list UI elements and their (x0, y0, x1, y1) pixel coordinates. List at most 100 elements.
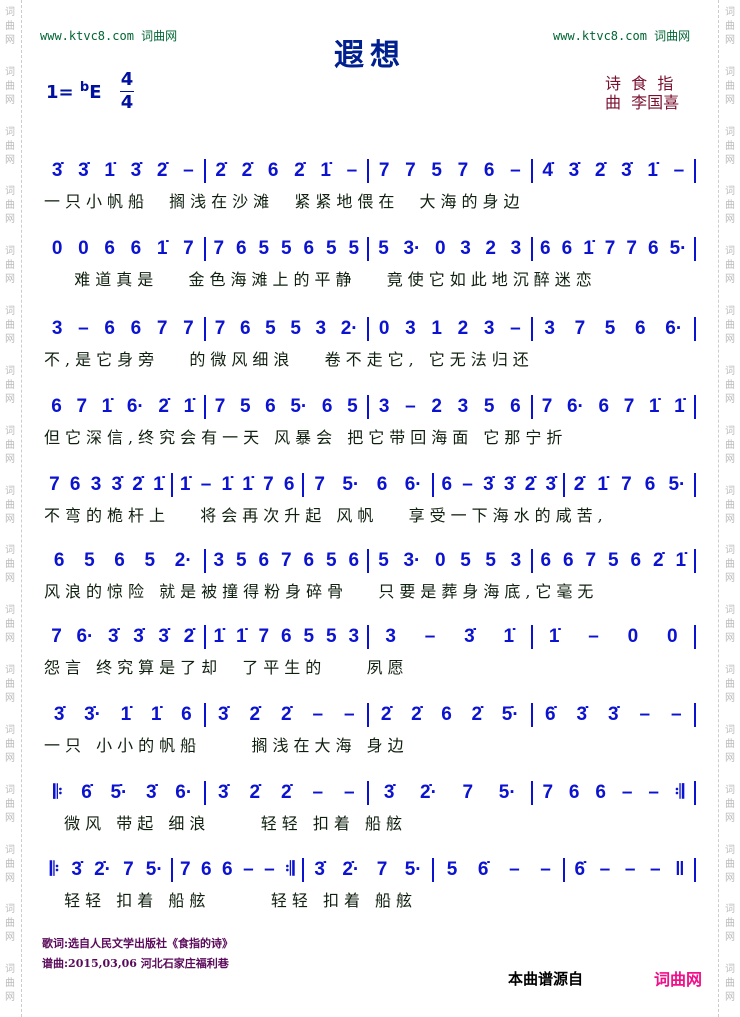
note: – (650, 859, 661, 880)
note: 1̇ (179, 474, 191, 495)
measure: 3̇ 2̇· 7 5· (306, 859, 431, 881)
note: 𝄇 (674, 782, 685, 803)
note: 6 (130, 238, 142, 259)
score-line: 3̇ 3̇ 1̇ 3̇ 2̇ –2̇ 2̇ 6 2̇ 1̇ –7 7 5 7 6–4̇ 3̇ 2̇ 3̇ 1̇ – 一只… (44, 158, 698, 212)
note: 3̇ (383, 782, 395, 803)
note: 6 (540, 550, 552, 571)
note: 3̇ (503, 474, 515, 495)
note: 3̇ (217, 782, 229, 803)
score-line: 3̇ 3̇· 1̇ 1̇ 6 3̇ 2̇ 2̇ – –2̇ 2̇ 6 2̇ 5̇· 6̇ 3̇ 3̇ – – 一只 小… (44, 702, 698, 756)
note: 5 (303, 626, 315, 647)
meter-bottom: 4 (120, 92, 134, 113)
note: 3̇ (78, 160, 89, 181)
measure: 0 0 6 6 1̇ 7 (44, 238, 202, 260)
note: 0 (435, 550, 446, 571)
note: – (639, 704, 651, 725)
margin-watermark: 词曲网 (5, 126, 15, 166)
note: 3̇ (568, 160, 580, 181)
watermark-right: www.ktvc8.com 词曲网 (553, 29, 691, 43)
score-line: 7 6 3 3̇ 2̇ 1̇ 1̇ –1̇ 1̇ 7 6 7 5· 6 6· 6–3̇ 3̇ 2̇ 3̇ 2̇ 1̇ 7 6… (44, 472, 698, 526)
measure: 7 6 3 3̇ 2̇ 1̇ (44, 474, 169, 496)
margin-watermark: 词曲网 (5, 246, 15, 286)
note: – (312, 782, 324, 803)
score-line: 6 5 6 5 2· 3 5 6 7 6 5 6 5 3· 0 5 5 3 6 6 7 5 6 2̇ 1̇ 风浪的惊险 就是被撞得… (44, 548, 698, 602)
note: 2̇ (249, 704, 261, 725)
source-site-link[interactable]: 词曲网 (654, 970, 703, 989)
note: – (621, 782, 633, 803)
note: 5 (265, 318, 276, 339)
note: 5 (280, 238, 292, 259)
note: 6· (404, 474, 422, 495)
note: 3 (385, 626, 396, 647)
bar-line (530, 395, 533, 419)
note: 3̇ (217, 704, 229, 725)
note: 1̇ (150, 704, 162, 725)
bar-line (203, 317, 206, 341)
note: – (183, 160, 194, 181)
note: 6 (181, 704, 192, 725)
note: 3 (378, 396, 390, 417)
note: 6· (566, 396, 584, 417)
note: 5 (325, 626, 337, 647)
note: 6 (114, 550, 125, 571)
note: 5 (607, 550, 619, 571)
measure: 7 6· 6 7 1̇ 1̇ (535, 396, 693, 418)
note: 5· (290, 396, 308, 417)
bar-line (432, 858, 435, 882)
note: 5 (348, 238, 360, 259)
margin-watermark: 词曲网 (5, 724, 15, 764)
note: 2 (431, 396, 442, 417)
note: 6̇ (544, 704, 556, 725)
notation: 3̇ 3̇ 1̇ 3̇ 2̇ –2̇ 2̇ 6 2̇ 1̇ –7 7 5 7 6–4̇ 3̇ 2̇ 3̇ 1̇ – (44, 158, 698, 184)
lyrics: 怨言 终究算是了却 了平生的 夙愿 (44, 658, 409, 677)
note: ‖ (675, 859, 685, 880)
margin-watermark: 词曲网 (5, 605, 15, 645)
note: 𝄆 (50, 859, 60, 880)
song-title: 遐想 (334, 38, 406, 73)
note: 0 (435, 238, 446, 259)
time-signature: 4 4 (120, 70, 134, 113)
score-line: 3–6 6 7 7 7 6 5 5 3 2· 0 3 1 2 3–3 7 5 6 6· 不,是它身旁 的微风细浪 卷不… (44, 316, 698, 370)
note: 5· (342, 474, 360, 495)
measure: 3–6 6 7 7 (44, 318, 202, 340)
measure: 3̇ 3̇ 1̇ 3̇ 2̇ – (44, 160, 202, 182)
note: – (405, 396, 416, 417)
score-line: 6 7 1̇ 6· 2̇ 1̇ 7 5 6 5· 6 5 3–2 3 5 6 7 6· 6 7 1̇ 1̇ 但它深信,终究会… (44, 394, 698, 448)
note: 2̇ (158, 396, 169, 417)
notation: 7 6 3 3̇ 2̇ 1̇ 1̇ –1̇ 1̇ 7 6 7 5· 6 6· 6–3̇ 3̇ 2̇ 3̇ 2̇ 1̇ 7 6… (44, 472, 698, 498)
note: 6 (201, 859, 212, 880)
key-flat: b (79, 80, 90, 95)
note: 2̇ (594, 160, 606, 181)
measure: 3 – 3̇ 1̇ (371, 626, 529, 648)
note: 3̇ (108, 626, 119, 647)
measure: 3̇ 2̇· 7 5· (371, 782, 529, 804)
bar-line (563, 473, 566, 497)
note: 2̇· (94, 859, 111, 880)
note: – (648, 782, 659, 803)
note: 2̇ (573, 474, 585, 495)
note: 7 (183, 318, 194, 339)
note: 5· (668, 474, 686, 495)
margin-watermark: 词曲网 (5, 425, 15, 465)
note: 1̇ (320, 160, 331, 181)
note: 0 (667, 626, 678, 647)
margin-watermark: 词曲网 (5, 365, 15, 405)
margin-watermark: 词曲网 (725, 724, 735, 764)
measure: 5 3· 0 5 5 3 (371, 550, 529, 572)
note: 3̇ (146, 782, 157, 803)
left-watermark-strip: 词曲网词曲网词曲网词曲网词曲网词曲网词曲网词曲网词曲网词曲网词曲网词曲网词曲网词… (3, 0, 22, 1017)
note: 7 (213, 238, 225, 259)
note: – (510, 318, 521, 339)
note: 2̇ (411, 704, 422, 725)
key-prefix: 1= (46, 82, 74, 103)
note: 6· (175, 782, 193, 803)
measure: 6 6 1̇ 7 7 6 5· (535, 238, 693, 260)
note: 2̇ (294, 160, 305, 181)
bar-line (203, 625, 206, 649)
margin-watermark: 词曲网 (5, 784, 15, 824)
note: 7 (123, 859, 134, 880)
note: 6 (51, 396, 62, 417)
note: – (670, 704, 682, 725)
bar-line (301, 473, 304, 497)
bar-line (367, 395, 369, 419)
